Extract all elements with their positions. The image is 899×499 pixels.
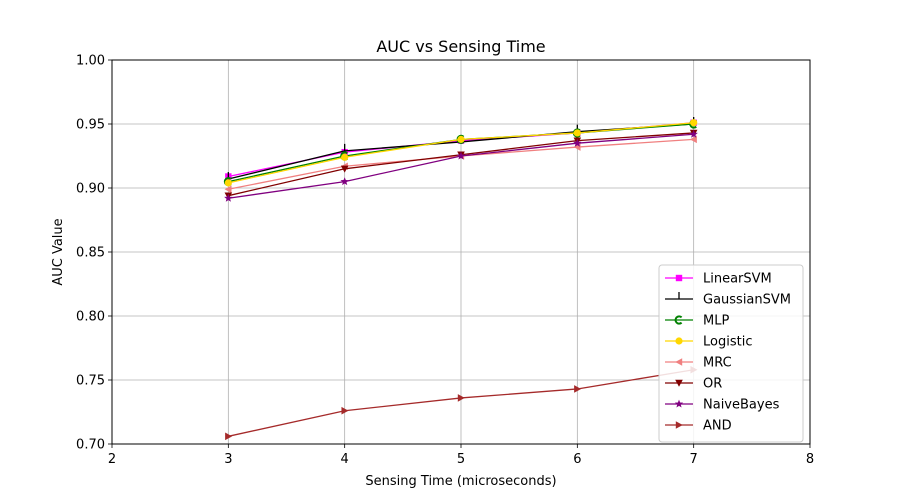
y-tick-label: 0.70: [76, 438, 105, 453]
data-point: [340, 177, 349, 186]
x-tick-label: 4: [341, 452, 349, 467]
x-axis-label: Sensing Time (microseconds): [365, 474, 556, 489]
data-point: [573, 138, 582, 147]
legend-label: MLP: [703, 314, 729, 329]
data-point: [340, 165, 349, 173]
legend-label: AND: [703, 419, 732, 434]
y-tick-label: 0.75: [76, 374, 105, 389]
legend-label: NaiveBayes: [703, 398, 780, 413]
legend-marker: [675, 379, 683, 387]
legend-item: OR: [665, 377, 722, 392]
data-point: [456, 151, 466, 160]
data-point: [457, 394, 465, 402]
data-point: [224, 179, 232, 187]
data-point: [573, 129, 581, 137]
legend-marker: [675, 358, 683, 366]
legend-item: MLP: [665, 314, 729, 329]
legend-label: MRC: [703, 356, 732, 371]
data-point: [457, 135, 465, 143]
x-tick-label: 5: [457, 452, 465, 467]
y-axis-ticks: 0.70 0.75 0.80 0.85 0.90 0.95 1.00: [76, 54, 112, 453]
legend-marker: [674, 315, 683, 325]
data-point: [341, 406, 349, 415]
legend-item: AND: [665, 419, 732, 434]
series-naivebayes: [224, 129, 698, 202]
series-logistic: [224, 119, 698, 187]
legend-item: GaussianSVM: [665, 292, 791, 308]
y-tick-label: 0.85: [76, 246, 105, 261]
y-tick-label: 0.90: [76, 182, 105, 197]
x-tick-label: 6: [573, 452, 581, 467]
legend-item: MRC: [665, 356, 732, 371]
legend-item: LinearSVM: [665, 272, 772, 287]
x-tick-label: 7: [690, 452, 698, 467]
legend-label: LinearSVM: [703, 272, 772, 287]
legend-label: Logistic: [703, 335, 752, 350]
legend: LinearSVM GaussianSVM MLP Logistic MRC OR Naiv…: [658, 264, 804, 443]
legend-item: Logistic: [665, 335, 752, 350]
legend-marker: [675, 337, 683, 345]
x-axis-ticks: 2 3 4 5 6 7 8: [108, 444, 814, 467]
data-point: [574, 385, 582, 393]
legend-marker: [675, 421, 683, 429]
y-axis-label: AUC Value: [51, 218, 66, 285]
legend-label: GaussianSVM: [703, 293, 791, 308]
chart-title: AUC vs Sensing Time: [376, 37, 545, 56]
y-tick-label: 0.80: [76, 310, 105, 325]
data-point: [225, 432, 233, 441]
legend-box: [658, 264, 804, 443]
data-point: [341, 153, 349, 161]
data-point: [689, 129, 698, 138]
data-point: [224, 185, 232, 194]
y-tick-label: 1.00: [76, 54, 105, 69]
x-tick-label: 3: [224, 452, 232, 467]
x-tick-label: 2: [108, 452, 116, 467]
legend-marker: [675, 274, 683, 282]
legend-marker: [674, 399, 684, 408]
series-layer: [223, 117, 698, 441]
data-point: [690, 119, 698, 127]
y-tick-label: 0.95: [76, 118, 105, 133]
legend-item: NaiveBayes: [665, 398, 780, 413]
legend-label: OR: [703, 377, 722, 392]
x-tick-label: 8: [806, 452, 814, 467]
data-point: [224, 193, 233, 202]
data-point: [689, 135, 697, 144]
